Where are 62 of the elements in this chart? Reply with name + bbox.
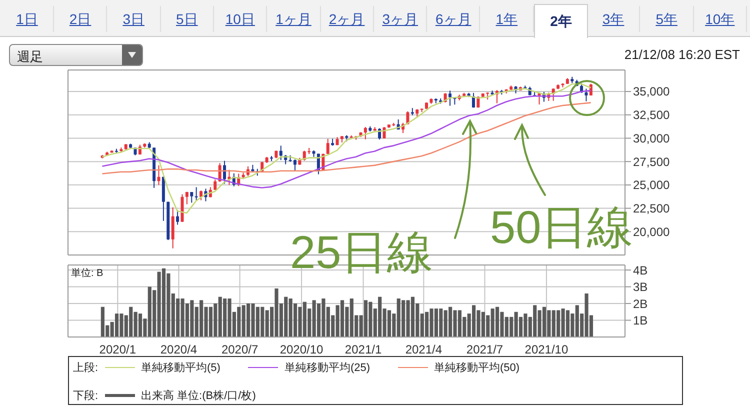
text: 5年 <box>640 6 694 32</box>
text: 5日 <box>160 6 214 32</box>
text: 6ヶ月 <box>427 6 480 32</box>
text: 10年 <box>694 6 747 32</box>
annotation: 50日線 <box>490 201 634 253</box>
y-tick-label: 3B <box>633 280 648 294</box>
candlestick <box>589 83 592 96</box>
x-tick-label: 2020/10 <box>280 342 324 357</box>
candlestick <box>326 138 330 155</box>
candlestick <box>214 179 217 190</box>
text: 3年 <box>587 6 640 32</box>
candlestick <box>185 191 188 205</box>
text: 2ヶ月 <box>320 6 374 32</box>
x-tick-label: 2021/4 <box>405 342 442 357</box>
annotation: 25日線 <box>290 226 434 278</box>
candlestick <box>200 190 203 201</box>
x-tick-label: 2021/7 <box>466 342 504 357</box>
x-tick-label: 2020/1 <box>99 342 136 357</box>
text: 1年 <box>480 6 534 32</box>
dropdown: 週足 <box>9 44 143 66</box>
candlestick <box>406 110 410 125</box>
x-tick-label: 2020/7 <box>221 342 258 357</box>
text: 2日 <box>54 6 108 32</box>
legend-label: 出来高 単位:(B株/口/枚) <box>141 388 256 403</box>
y-tick-label: 2B <box>633 296 648 311</box>
legend-label: 単純移動平均(5) <box>141 361 220 375</box>
candlestick <box>194 186 198 201</box>
candlestick <box>171 206 174 249</box>
x-tick-label: 2021/10 <box>524 342 568 357</box>
legend-title: 下段: <box>73 389 100 403</box>
candlestick <box>190 192 194 204</box>
text: 1日 <box>1 6 54 32</box>
candlestick <box>176 210 180 226</box>
legend-label: 単純移動平均(50) <box>434 361 520 375</box>
y-tick-label: 27,500 <box>633 154 670 169</box>
candlestick <box>584 88 588 102</box>
candlestick <box>448 90 452 106</box>
candlestick <box>279 145 282 161</box>
y-tick-label: 4B <box>633 263 648 278</box>
y-tick-label: 20,000 <box>633 224 670 239</box>
y-tick-label: 35,000 <box>633 84 670 99</box>
bar <box>542 306 546 337</box>
y-tick-label: 30,000 <box>633 131 670 146</box>
text: 10日 <box>214 6 268 32</box>
y-tick-label: 22,500 <box>633 202 670 216</box>
text: 3日 <box>108 6 161 32</box>
text: 2年 <box>534 4 588 38</box>
legend-label: 単純移動平均(25) <box>284 361 370 375</box>
y-tick-label: 32,500 <box>633 108 670 122</box>
candlestick <box>223 160 226 184</box>
candlestick <box>364 126 367 140</box>
candlestick <box>293 158 296 172</box>
text: 21/12/08 16:20 EST <box>624 47 740 62</box>
y-tick-label: 1B <box>633 314 648 328</box>
legend-title: 上段: <box>73 361 100 375</box>
text: 3ヶ月 <box>374 6 428 32</box>
text: 1ヶ月 <box>268 6 320 32</box>
y-tick-label: 25,000 <box>633 178 670 192</box>
x-tick-label: 2021/1 <box>344 342 382 357</box>
candlestick <box>157 164 160 186</box>
annotation: 単位: B <box>71 267 104 280</box>
x-tick-label: 2020/4 <box>160 342 198 357</box>
